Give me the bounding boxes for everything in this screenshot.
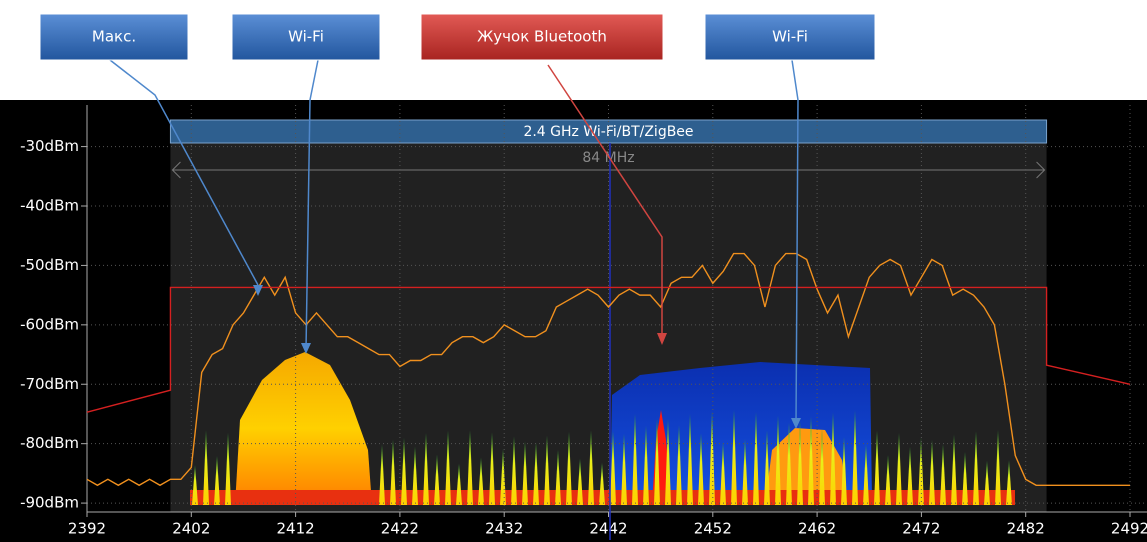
callout-text: Wi-Fi — [772, 28, 808, 46]
y-tick-label: -70dBm — [20, 375, 79, 393]
x-tick-label: 2462 — [798, 520, 836, 538]
page: 2.4 GHz Wi-Fi/BT/ZigBee84 MHz-30dBm-40dB… — [0, 0, 1147, 542]
x-tick-label: 2442 — [589, 520, 627, 538]
y-tick-label: -30dBm — [20, 137, 79, 155]
callout-text: Wi-Fi — [288, 28, 324, 46]
y-tick-label: -90dBm — [20, 494, 79, 512]
callout-text: Жучок Bluetooth — [477, 28, 607, 46]
x-tick-label: 2452 — [694, 520, 732, 538]
y-tick-label: -40dBm — [20, 197, 79, 215]
x-tick-label: 2492 — [1111, 520, 1147, 538]
spectrum-view: 2.4 GHz Wi-Fi/BT/ZigBee84 MHz-30dBm-40dB… — [0, 0, 1147, 542]
x-tick-label: 2412 — [277, 520, 315, 538]
y-tick-label: -80dBm — [20, 434, 79, 452]
x-tick-label: 2482 — [1007, 520, 1045, 538]
y-tick-label: -50dBm — [20, 256, 79, 274]
x-tick-label: 2472 — [902, 520, 940, 538]
x-tick-label: 2392 — [68, 520, 106, 538]
x-tick-label: 2402 — [172, 520, 210, 538]
x-tick-label: 2432 — [485, 520, 523, 538]
callout-text: Макс. — [92, 28, 136, 46]
y-tick-label: -60dBm — [20, 315, 79, 333]
x-tick-label: 2422 — [381, 520, 419, 538]
